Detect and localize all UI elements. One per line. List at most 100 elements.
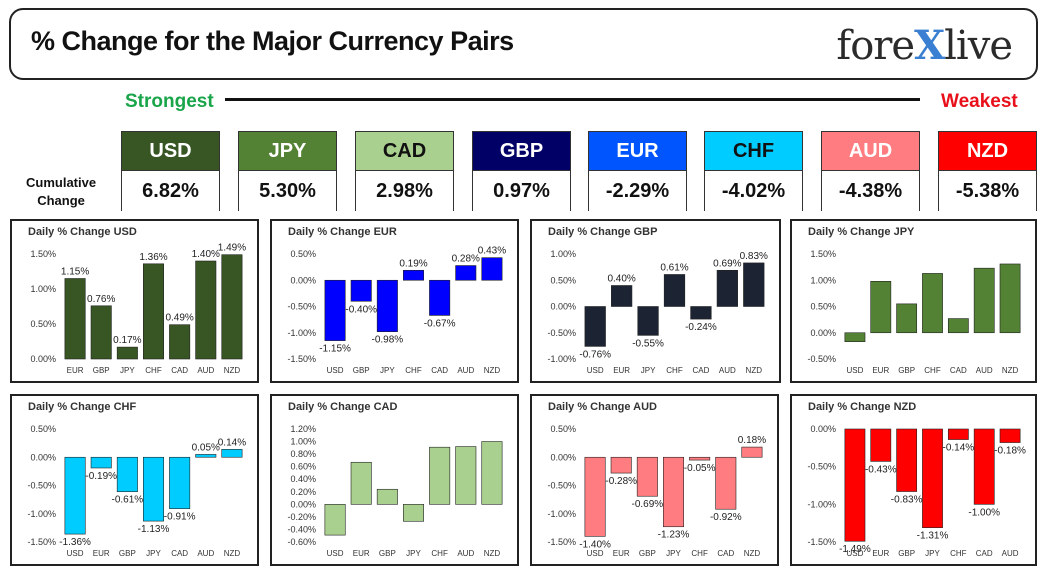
currency-card-cad: CAD 2.98%: [355, 131, 454, 212]
bar: [870, 280, 892, 334]
currency-card-chf: CHF -4.02%: [704, 131, 803, 212]
chart-svg: 0.00% 0.50% 1.00% 1.50% 1.15% EUR 0.76% GBP 0.17…: [30, 243, 246, 375]
data-label: 0.28%: [452, 254, 480, 265]
page-title: % Change for the Major Currency Pairs: [31, 26, 514, 56]
chart-svg: 0.50% 0.00% -0.50% -1.00% -1.50% -1.40%USD -0.…: [547, 424, 766, 558]
y-tick-label: 0.50%: [30, 319, 56, 329]
x-tick-label: CAD: [171, 549, 188, 558]
y-tick-label: -1.00%: [547, 509, 576, 519]
data-label: -0.40%: [345, 304, 377, 315]
data-label: -0.91%: [164, 512, 196, 523]
cumulative-change-value: -5.38%: [939, 171, 1036, 212]
y-tick-label: 0.50%: [290, 249, 316, 259]
data-label: -0.55%: [632, 338, 664, 349]
data-label: 0.83%: [740, 251, 768, 262]
bar: [195, 454, 217, 458]
bar: [663, 274, 686, 307]
data-label: -1.31%: [917, 531, 949, 542]
x-tick-label: USD: [846, 549, 863, 558]
data-label: -0.19%: [85, 471, 117, 482]
bar: [999, 428, 1021, 443]
bar: [973, 428, 995, 505]
data-label: 0.61%: [660, 262, 688, 273]
x-tick-label: GBP: [639, 549, 656, 558]
chart-title: Daily % Change USD: [28, 226, 137, 238]
chart-title: Daily % Change AUD: [548, 401, 658, 413]
data-label: 1.15%: [61, 267, 89, 278]
chart-panel: Daily % Change AUD 0.50% 0.00% -0.50% -1.00%…: [530, 394, 779, 566]
y-tick-label: -0.50%: [807, 354, 836, 364]
x-tick-label: USD: [327, 549, 344, 558]
y-tick-label: 0.50%: [550, 275, 576, 285]
x-tick-label: CHF: [924, 366, 941, 375]
y-tick-label: -0.50%: [547, 328, 576, 338]
bar: [116, 456, 138, 493]
header-banner: % Change for the Major Currency Pairs fo…: [9, 8, 1038, 80]
x-tick-label: JPY: [641, 366, 656, 375]
x-tick-label: CAD: [692, 366, 709, 375]
y-tick-label: 1.00%: [810, 275, 836, 285]
weakest-label: Weakest: [941, 91, 1018, 112]
data-label: -0.76%: [579, 349, 611, 360]
y-tick-label: -1.50%: [287, 354, 316, 364]
y-tick-label: 0.00%: [290, 499, 316, 509]
chart-panel: Daily % Change CAD 1.20% 1.00% 0.80% 0.60% 0.…: [270, 394, 519, 566]
x-tick-label: GBP: [93, 366, 110, 375]
y-tick-label: 0.20%: [290, 487, 316, 497]
bar: [64, 456, 86, 535]
bar: [169, 456, 191, 509]
strength-scale-line: [225, 98, 920, 101]
x-tick-label: NZD: [224, 549, 241, 558]
y-tick-label: 0.40%: [290, 474, 316, 484]
bar: [741, 446, 763, 458]
data-label: 1.36%: [139, 252, 167, 263]
y-tick-label: -1.50%: [807, 537, 836, 547]
bar: [636, 456, 658, 497]
y-tick-label: 1.20%: [290, 424, 316, 434]
data-label: -0.28%: [605, 476, 637, 487]
data-label: -0.67%: [424, 318, 456, 329]
x-tick-label: EUR: [872, 366, 889, 375]
x-tick-label: GBP: [353, 366, 370, 375]
data-label: 0.14%: [218, 437, 246, 448]
x-tick-label: AUD: [457, 366, 474, 375]
currency-name: EUR: [589, 132, 686, 171]
x-tick-label: CHF: [691, 549, 708, 558]
y-tick-label: -0.50%: [287, 302, 316, 312]
data-label: 0.05%: [192, 442, 220, 453]
y-tick-label: 0.00%: [290, 275, 316, 285]
x-tick-label: AUD: [1002, 549, 1019, 558]
chart-svg: 1.50% 1.00% 0.50% 0.00% -0.50% USD EUR GBP CHF CA…: [807, 249, 1021, 375]
currency-card-gbp: GBP 0.97%: [472, 131, 571, 212]
bar: [376, 279, 398, 333]
chart-panel: Daily % Change JPY 1.50% 1.00% 0.50% 0.00% -0…: [790, 219, 1037, 383]
chart-svg: 0.00% -0.50% -1.00% -1.50%-1.49%USD -0.43% EU…: [807, 424, 1026, 558]
x-tick-label: EUR: [67, 366, 84, 375]
bar: [64, 278, 86, 360]
bar: [116, 346, 138, 360]
data-label: -0.43%: [865, 464, 897, 475]
data-label: -1.40%: [579, 539, 611, 550]
chart-panel: Daily % Change GBP 1.00% 0.50% 0.00% -0.50% -…: [530, 219, 781, 383]
bar: [481, 441, 503, 505]
bar: [429, 279, 451, 316]
y-tick-label: -0.60%: [287, 537, 316, 547]
data-label: -0.61%: [112, 495, 144, 506]
x-tick-label: USD: [327, 366, 344, 375]
chart-svg: 0.50% 0.00% -0.50% -1.00% -1.50% -1.36%USD -0.…: [27, 424, 246, 558]
y-tick-label: 0.50%: [550, 424, 576, 434]
chart-svg: 1.20% 1.00% 0.80% 0.60% 0.40% 0.20% 0.00% -0.20…: [287, 424, 503, 558]
bar: [947, 318, 969, 334]
bar: [169, 324, 191, 360]
data-label: 0.76%: [87, 294, 115, 305]
bar: [637, 306, 659, 336]
bar: [324, 504, 346, 536]
x-tick-label: CAD: [171, 366, 188, 375]
bar: [376, 488, 398, 505]
x-tick-label: GBP: [119, 549, 136, 558]
y-tick-label: 1.50%: [810, 249, 836, 259]
bar: [896, 428, 918, 492]
currency-name: JPY: [239, 132, 336, 171]
bar: [870, 428, 892, 462]
bar: [844, 332, 866, 342]
